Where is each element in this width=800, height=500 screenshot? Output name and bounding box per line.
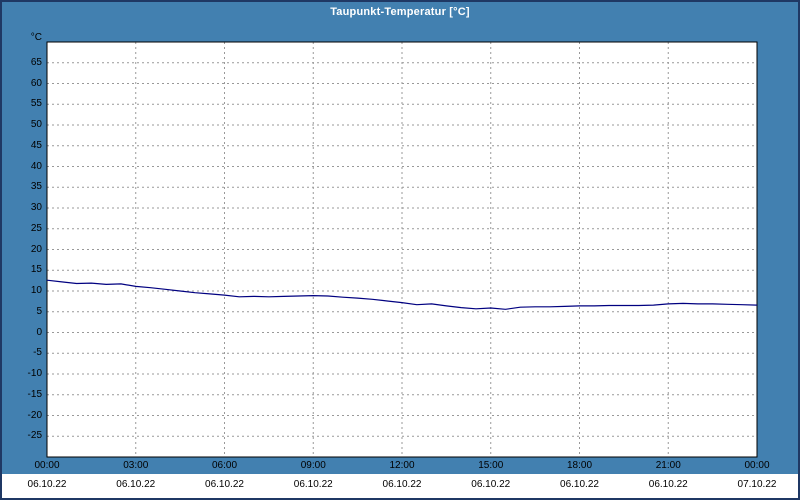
y-axis-tick-label: 65 <box>30 56 42 68</box>
y-axis-tick-label: -20 <box>27 409 42 421</box>
x-axis-time-label: 09:00 <box>300 460 326 471</box>
y-axis-tick-label: 5 <box>36 305 42 317</box>
x-axis-time-label: 00:00 <box>744 460 770 471</box>
x-axis-time-label: 03:00 <box>123 460 149 471</box>
y-axis-tick-label: -15 <box>27 388 42 400</box>
x-axis-date-label: 06.10.22 <box>205 479 244 490</box>
y-axis-tick-label: 45 <box>30 139 42 151</box>
x-axis-time-label: 21:00 <box>655 460 681 471</box>
y-axis-tick-label: 60 <box>30 77 42 89</box>
y-axis-tick-label: 20 <box>30 243 42 255</box>
x-axis-time-label: 15:00 <box>478 460 504 471</box>
x-axis-date-label: 07.10.22 <box>737 479 777 490</box>
x-axis-time-label: 12:00 <box>389 460 415 471</box>
y-axis-tick-label: 40 <box>30 160 42 172</box>
x-axis-date-label: 06.10.22 <box>27 479 67 490</box>
y-axis-tick-label: 15 <box>30 264 42 276</box>
y-axis-tick-label: 50 <box>30 119 42 130</box>
x-axis-date-label: 06.10.22 <box>648 479 688 490</box>
x-axis-date-label: 06.10.22 <box>471 479 511 490</box>
y-axis-tick-label: 25 <box>30 222 42 234</box>
y-axis-tick-label: 30 <box>30 202 42 213</box>
y-axis-tick-label: -25 <box>27 430 42 442</box>
x-axis-date-label: 06.10.22 <box>116 479 156 490</box>
x-axis-date-label: 06.10.22 <box>560 479 599 490</box>
x-axis-date-label: 06.10.22 <box>382 479 422 490</box>
y-axis-tick-label: -10 <box>27 368 42 379</box>
chart-title: Taupunkt-Temperatur [°C] <box>330 6 470 18</box>
x-axis-time-label: 06:00 <box>211 460 238 471</box>
x-axis-date-label: 06.10.22 <box>293 479 333 490</box>
y-axis-unit-label: °C <box>30 32 42 43</box>
date-footer-strip <box>2 474 798 498</box>
y-axis-tick-label: 35 <box>30 181 42 193</box>
y-axis-tick-label: 10 <box>30 285 42 296</box>
y-axis-tick-label: 0 <box>36 326 42 338</box>
y-axis-tick-label: -5 <box>33 347 42 359</box>
y-axis-tick-label: 55 <box>30 98 42 110</box>
x-axis-time-label: 18:00 <box>566 460 593 471</box>
x-axis-time-label: 00:00 <box>34 460 60 471</box>
